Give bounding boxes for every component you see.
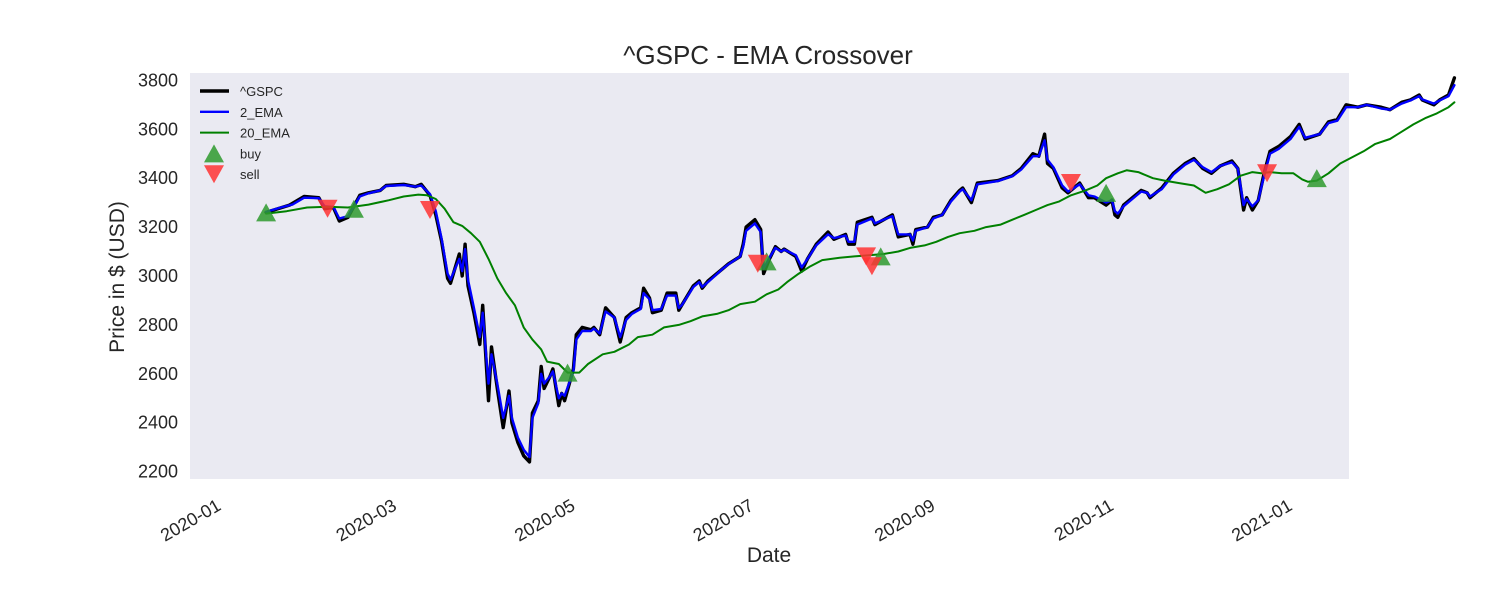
marker-layer <box>256 164 1327 382</box>
legend-swatch <box>204 165 224 184</box>
legend-swatch <box>204 144 224 163</box>
sell-marker <box>856 247 877 266</box>
x-tick-label: 2020-05 <box>511 495 578 545</box>
sell-marker <box>1257 164 1278 183</box>
legend-item: ^GSPC <box>200 84 283 99</box>
buy-marker <box>1096 183 1117 202</box>
buy-marker <box>256 203 277 222</box>
y-tick-label: 3400 <box>138 168 178 188</box>
plot-area <box>190 73 1349 479</box>
legend-label: buy <box>240 146 261 161</box>
x-axis: 2020-01 2020-03 2020-05 2020-07 2020-09 2020-… <box>157 495 1295 545</box>
series-layer <box>264 76 1457 464</box>
legend-label: ^GSPC <box>240 84 283 99</box>
x-tick-label: 2020-03 <box>333 495 400 545</box>
x-tick-label: 2021-01 <box>1228 495 1295 545</box>
sell-marker <box>861 257 882 276</box>
sell-marker <box>419 200 440 219</box>
ema20-line <box>265 101 1456 374</box>
y-tick-label: 2200 <box>138 462 178 482</box>
sell-marker <box>747 254 768 273</box>
y-tick-label: 3800 <box>138 70 178 90</box>
sell-marker <box>317 199 338 218</box>
legend-item: buy <box>204 144 261 163</box>
y-axis-label: Price in $ (USD) <box>106 201 129 353</box>
ema2-line <box>264 83 1456 459</box>
y-tick-label: 2600 <box>138 364 178 384</box>
legend-item: sell <box>204 165 260 184</box>
x-tick-label: 2020-01 <box>157 495 224 545</box>
chart-title: ^GSPC - EMA Crossover <box>623 40 913 70</box>
y-tick-label: 3000 <box>138 266 178 286</box>
buy-marker <box>343 199 364 218</box>
legend-item: 2_EMA <box>200 105 283 120</box>
legend-label: 2_EMA <box>240 105 283 120</box>
x-axis-label: Date <box>747 544 791 567</box>
y-tick-label: 2400 <box>138 413 178 433</box>
legend-item: 20_EMA <box>200 126 290 141</box>
y-tick-label: 3200 <box>138 217 178 237</box>
y-tick-label: 3600 <box>138 119 178 139</box>
y-tick-label: 2800 <box>138 315 178 335</box>
x-tick-label: 2020-07 <box>690 495 757 545</box>
x-tick-label: 2020-11 <box>1051 495 1117 545</box>
buy-marker <box>557 363 578 382</box>
sell-marker <box>1060 174 1081 193</box>
legend-label: sell <box>240 167 260 182</box>
legend-label: 20_EMA <box>240 126 290 141</box>
x-tick-label: 2020-09 <box>871 495 938 545</box>
buy-marker <box>1306 169 1327 188</box>
y-axis: 2200 2400 2600 2800 3000 3200 3400 3600 3800 <box>138 70 178 481</box>
